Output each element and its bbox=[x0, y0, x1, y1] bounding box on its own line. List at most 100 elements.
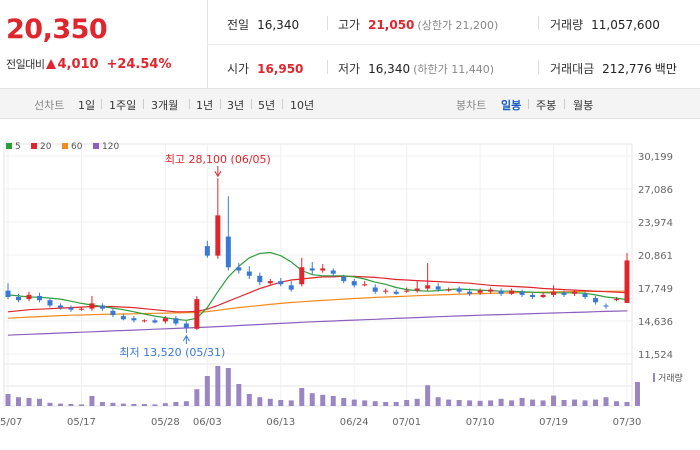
volume-bar bbox=[5, 394, 11, 406]
candles bbox=[5, 178, 630, 333]
legend-label: 20 bbox=[40, 142, 52, 152]
candle-body bbox=[530, 294, 536, 298]
legend-swatch bbox=[6, 143, 12, 149]
candle-body bbox=[551, 291, 557, 295]
candle-body bbox=[404, 290, 410, 292]
x-tick-label: 06/24 bbox=[340, 417, 369, 428]
candle-body bbox=[152, 320, 158, 323]
x-tick-label: 05/17 bbox=[67, 417, 96, 428]
tab-1y[interactable]: 1년 bbox=[196, 99, 214, 112]
divider bbox=[189, 99, 190, 109]
candle-body bbox=[341, 276, 347, 282]
volume-bar bbox=[57, 403, 63, 406]
tab-weekly[interactable]: 주봉 bbox=[536, 99, 557, 112]
x-tick-label: 07/19 bbox=[539, 417, 568, 428]
high-label: 고가 bbox=[338, 18, 361, 32]
candle-body bbox=[540, 294, 546, 298]
tab-3y[interactable]: 3년 bbox=[227, 99, 245, 112]
candle-body bbox=[456, 288, 462, 292]
volume-bar bbox=[47, 402, 53, 406]
volume-bar bbox=[194, 389, 200, 406]
tab-10y[interactable]: 10년 bbox=[290, 99, 315, 112]
ma5-line bbox=[7, 251, 628, 321]
divider bbox=[538, 16, 539, 30]
tab-5y[interactable]: 5년 bbox=[258, 99, 276, 112]
divider bbox=[327, 60, 328, 74]
candle-body bbox=[267, 281, 273, 284]
trade-amount: 거래대금 212,776 백만 bbox=[550, 60, 677, 77]
candle-body bbox=[393, 291, 399, 294]
x-axis: 05/07 05/17 05/28 06/03 06/13 06/24 07/01 07/10… bbox=[0, 417, 641, 428]
stock-chart: 5 20 60 120 거래량 30,199 27,086 23,974 20,861 17,… bbox=[0, 142, 683, 428]
volume-bar bbox=[634, 382, 640, 406]
tab-3m[interactable]: 3개월 bbox=[151, 99, 179, 112]
candle-body bbox=[435, 286, 441, 290]
amount-label: 거래대금 bbox=[550, 62, 595, 76]
volume-bar bbox=[89, 396, 95, 406]
candle-body bbox=[477, 290, 483, 293]
divider bbox=[251, 99, 252, 109]
legend-label: 5 bbox=[15, 142, 21, 152]
candle-body bbox=[603, 305, 609, 307]
candle-body bbox=[215, 215, 221, 256]
tab-daily[interactable]: 일봉 bbox=[501, 99, 522, 112]
divider bbox=[564, 99, 565, 109]
high-value: 21,050 bbox=[368, 18, 415, 32]
low-arrow-icon bbox=[182, 334, 190, 342]
candle-body bbox=[446, 289, 452, 291]
tab-1d[interactable]: 1일 bbox=[78, 99, 96, 112]
low-label: 저가 bbox=[338, 62, 361, 76]
candle-body bbox=[194, 299, 200, 329]
volume: 거래량 11,057,600 bbox=[550, 16, 660, 33]
volume-bar bbox=[36, 398, 42, 406]
volume-bar bbox=[152, 404, 158, 406]
tab-1w[interactable]: 1주일 bbox=[109, 99, 137, 112]
volume-bar bbox=[162, 403, 168, 406]
volume-bar bbox=[204, 376, 210, 406]
candle-body bbox=[57, 305, 63, 308]
volume-bar bbox=[78, 404, 84, 406]
candle-body bbox=[204, 246, 210, 256]
candle-body bbox=[15, 297, 21, 301]
volume-bar bbox=[519, 398, 525, 406]
candle-body bbox=[257, 275, 263, 283]
candle-body bbox=[593, 298, 599, 303]
x-tick-label: 05/28 bbox=[151, 417, 180, 428]
volume-legend-swatch bbox=[653, 373, 655, 382]
x-tick-label: 07/30 bbox=[613, 417, 642, 428]
volume-bar bbox=[488, 400, 494, 406]
open-value: 16,950 bbox=[257, 62, 304, 76]
volume-bar bbox=[456, 400, 462, 406]
lower-limit: (하한가 11,440) bbox=[413, 63, 495, 76]
y-tick-label: 20,861 bbox=[638, 251, 673, 262]
volume-bar bbox=[257, 397, 263, 406]
y-tick-label: 27,086 bbox=[638, 185, 673, 196]
change-label: 전일대비 bbox=[6, 58, 45, 71]
high-price: 고가 21,050 (상한가 21,200) bbox=[338, 16, 498, 33]
x-tick-label: 07/01 bbox=[392, 417, 421, 428]
ma20-line bbox=[7, 275, 628, 313]
low-annotation-label: 최저 13,520 (05/31) bbox=[119, 346, 225, 359]
x-tick-label: 06/03 bbox=[193, 417, 222, 428]
divider bbox=[327, 16, 328, 30]
volume-bar bbox=[477, 400, 483, 406]
candle-body bbox=[36, 295, 42, 301]
volume-bar bbox=[267, 398, 273, 406]
volume-bar bbox=[530, 399, 536, 406]
volume-bar bbox=[246, 394, 252, 406]
candle-body bbox=[246, 271, 252, 276]
price-change: 전일대비 4,010 +24.54% bbox=[6, 56, 171, 72]
tab-monthly[interactable]: 월봉 bbox=[573, 99, 594, 112]
ma120-line bbox=[7, 310, 628, 336]
divider bbox=[528, 99, 529, 109]
candle-body bbox=[624, 260, 630, 303]
volume-bar bbox=[278, 400, 284, 406]
candle-body bbox=[414, 288, 420, 291]
volume-bar bbox=[551, 395, 557, 406]
prev-close-label: 전일 bbox=[227, 18, 250, 32]
candle-chart-label: 봉차트 bbox=[456, 99, 487, 112]
low-price: 저가 16,340 (하한가 11,440) bbox=[338, 60, 494, 77]
candle-body bbox=[278, 281, 284, 285]
volume-bar bbox=[309, 393, 315, 406]
candle-body bbox=[614, 299, 620, 301]
